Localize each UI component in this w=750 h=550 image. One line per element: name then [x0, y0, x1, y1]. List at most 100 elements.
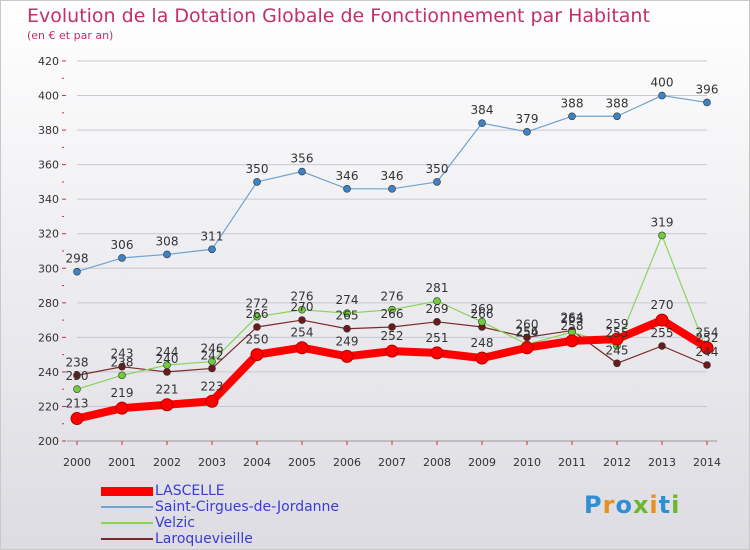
- data-point: [163, 250, 171, 259]
- x-tick-label: 2014: [693, 456, 721, 469]
- legend-item: Saint-Cirgues-de-Jordanne: [101, 499, 401, 515]
- data-point: [565, 334, 579, 348]
- legend-label: LASCELLE: [155, 483, 225, 499]
- x-tick-label: 2009: [468, 456, 496, 469]
- data-label: 245: [606, 343, 629, 357]
- data-label: 256: [516, 324, 539, 338]
- x-tick-label: 2007: [378, 456, 406, 469]
- data-label: 252: [381, 329, 404, 343]
- data-label: 270: [291, 300, 314, 314]
- data-label: 248: [471, 336, 494, 350]
- legend-item: Velzic: [101, 515, 401, 531]
- legend-swatch: [101, 506, 153, 508]
- logo-letter: t: [658, 491, 672, 519]
- data-label: 221: [156, 383, 179, 397]
- data-label: 223: [201, 379, 224, 393]
- data-label: 246: [201, 342, 224, 356]
- data-label: 350: [426, 162, 449, 176]
- legend-label: Velzic: [155, 515, 195, 531]
- y-tick-label: 360: [38, 159, 59, 172]
- data-point: [73, 267, 81, 276]
- data-label: 350: [246, 162, 269, 176]
- y-tick-label: 400: [38, 90, 59, 103]
- data-point: [343, 185, 351, 193]
- data-point: [118, 371, 126, 380]
- data-point: [613, 112, 621, 121]
- data-point: [298, 305, 306, 314]
- data-label: 346: [381, 169, 404, 183]
- data-point: [118, 362, 126, 371]
- y-tick-label: 240: [38, 366, 59, 379]
- x-tick-label: 2008: [423, 456, 451, 469]
- x-tick-label: 2006: [333, 456, 361, 469]
- data-label: 238: [111, 355, 134, 369]
- data-label: 306: [111, 238, 134, 252]
- data-point: [388, 305, 396, 314]
- data-point: [73, 385, 81, 393]
- y-tick-label: 260: [38, 331, 59, 344]
- data-point: [388, 323, 396, 331]
- logo-letter: i: [649, 491, 659, 519]
- data-label: 254: [696, 326, 719, 340]
- data-point: [163, 368, 171, 376]
- data-label: 269: [426, 302, 449, 316]
- data-label: 243: [111, 347, 134, 361]
- chart-title: Evolution de la Dotation Globale de Fonc…: [27, 5, 650, 27]
- data-point: [700, 341, 714, 355]
- y-tick-label: 280: [38, 297, 59, 310]
- data-label: 266: [246, 307, 269, 321]
- data-point: [433, 297, 441, 305]
- data-point: [118, 254, 126, 262]
- y-tick-label: 220: [38, 400, 59, 413]
- data-point: [163, 361, 171, 369]
- data-label: 396: [696, 82, 719, 96]
- data-label: 260: [516, 317, 539, 331]
- data-point: [433, 178, 441, 186]
- data-point: [613, 359, 621, 368]
- data-point: [73, 371, 81, 380]
- data-label: 213: [66, 397, 89, 411]
- data-point: [475, 351, 489, 365]
- data-label: 244: [156, 345, 179, 359]
- chart-subtitle: (en € et par an): [27, 29, 114, 42]
- data-point: [250, 348, 264, 362]
- data-label: 272: [246, 297, 269, 311]
- data-label: 255: [606, 326, 629, 340]
- data-label: 276: [291, 290, 314, 304]
- data-point: [340, 349, 354, 363]
- x-tick-label: 2005: [288, 456, 316, 469]
- y-tick-label: 300: [38, 262, 59, 275]
- data-label: 266: [471, 307, 494, 321]
- data-point: [298, 316, 306, 324]
- data-point: [295, 341, 309, 355]
- data-label: 308: [156, 234, 179, 248]
- legend-swatch: [101, 487, 153, 496]
- data-label: 274: [336, 293, 359, 307]
- data-point: [253, 178, 261, 186]
- data-point: [160, 398, 174, 412]
- data-point: [658, 342, 666, 350]
- data-point: [343, 324, 351, 333]
- legend-swatch: [101, 522, 153, 524]
- x-tick-label: 2000: [63, 456, 91, 469]
- data-point: [610, 332, 624, 346]
- legend-label: Laroquevieille: [155, 531, 253, 547]
- legend-swatch: [101, 538, 153, 540]
- data-label: 384: [471, 103, 494, 117]
- logo-letter: P: [584, 491, 603, 519]
- data-label: 254: [291, 326, 314, 340]
- data-point: [208, 357, 216, 366]
- data-label: 242: [201, 348, 224, 362]
- data-label: 356: [291, 152, 314, 166]
- data-label: 263: [561, 312, 584, 326]
- data-label: 319: [651, 215, 674, 229]
- logo-letter: x: [632, 491, 650, 519]
- data-label: 400: [651, 76, 674, 90]
- data-label: 311: [201, 229, 224, 243]
- data-point: [298, 167, 306, 176]
- data-point: [343, 309, 351, 317]
- data-point: [253, 323, 261, 331]
- legend-item: Laroquevieille: [101, 531, 401, 547]
- data-label: 266: [381, 307, 404, 321]
